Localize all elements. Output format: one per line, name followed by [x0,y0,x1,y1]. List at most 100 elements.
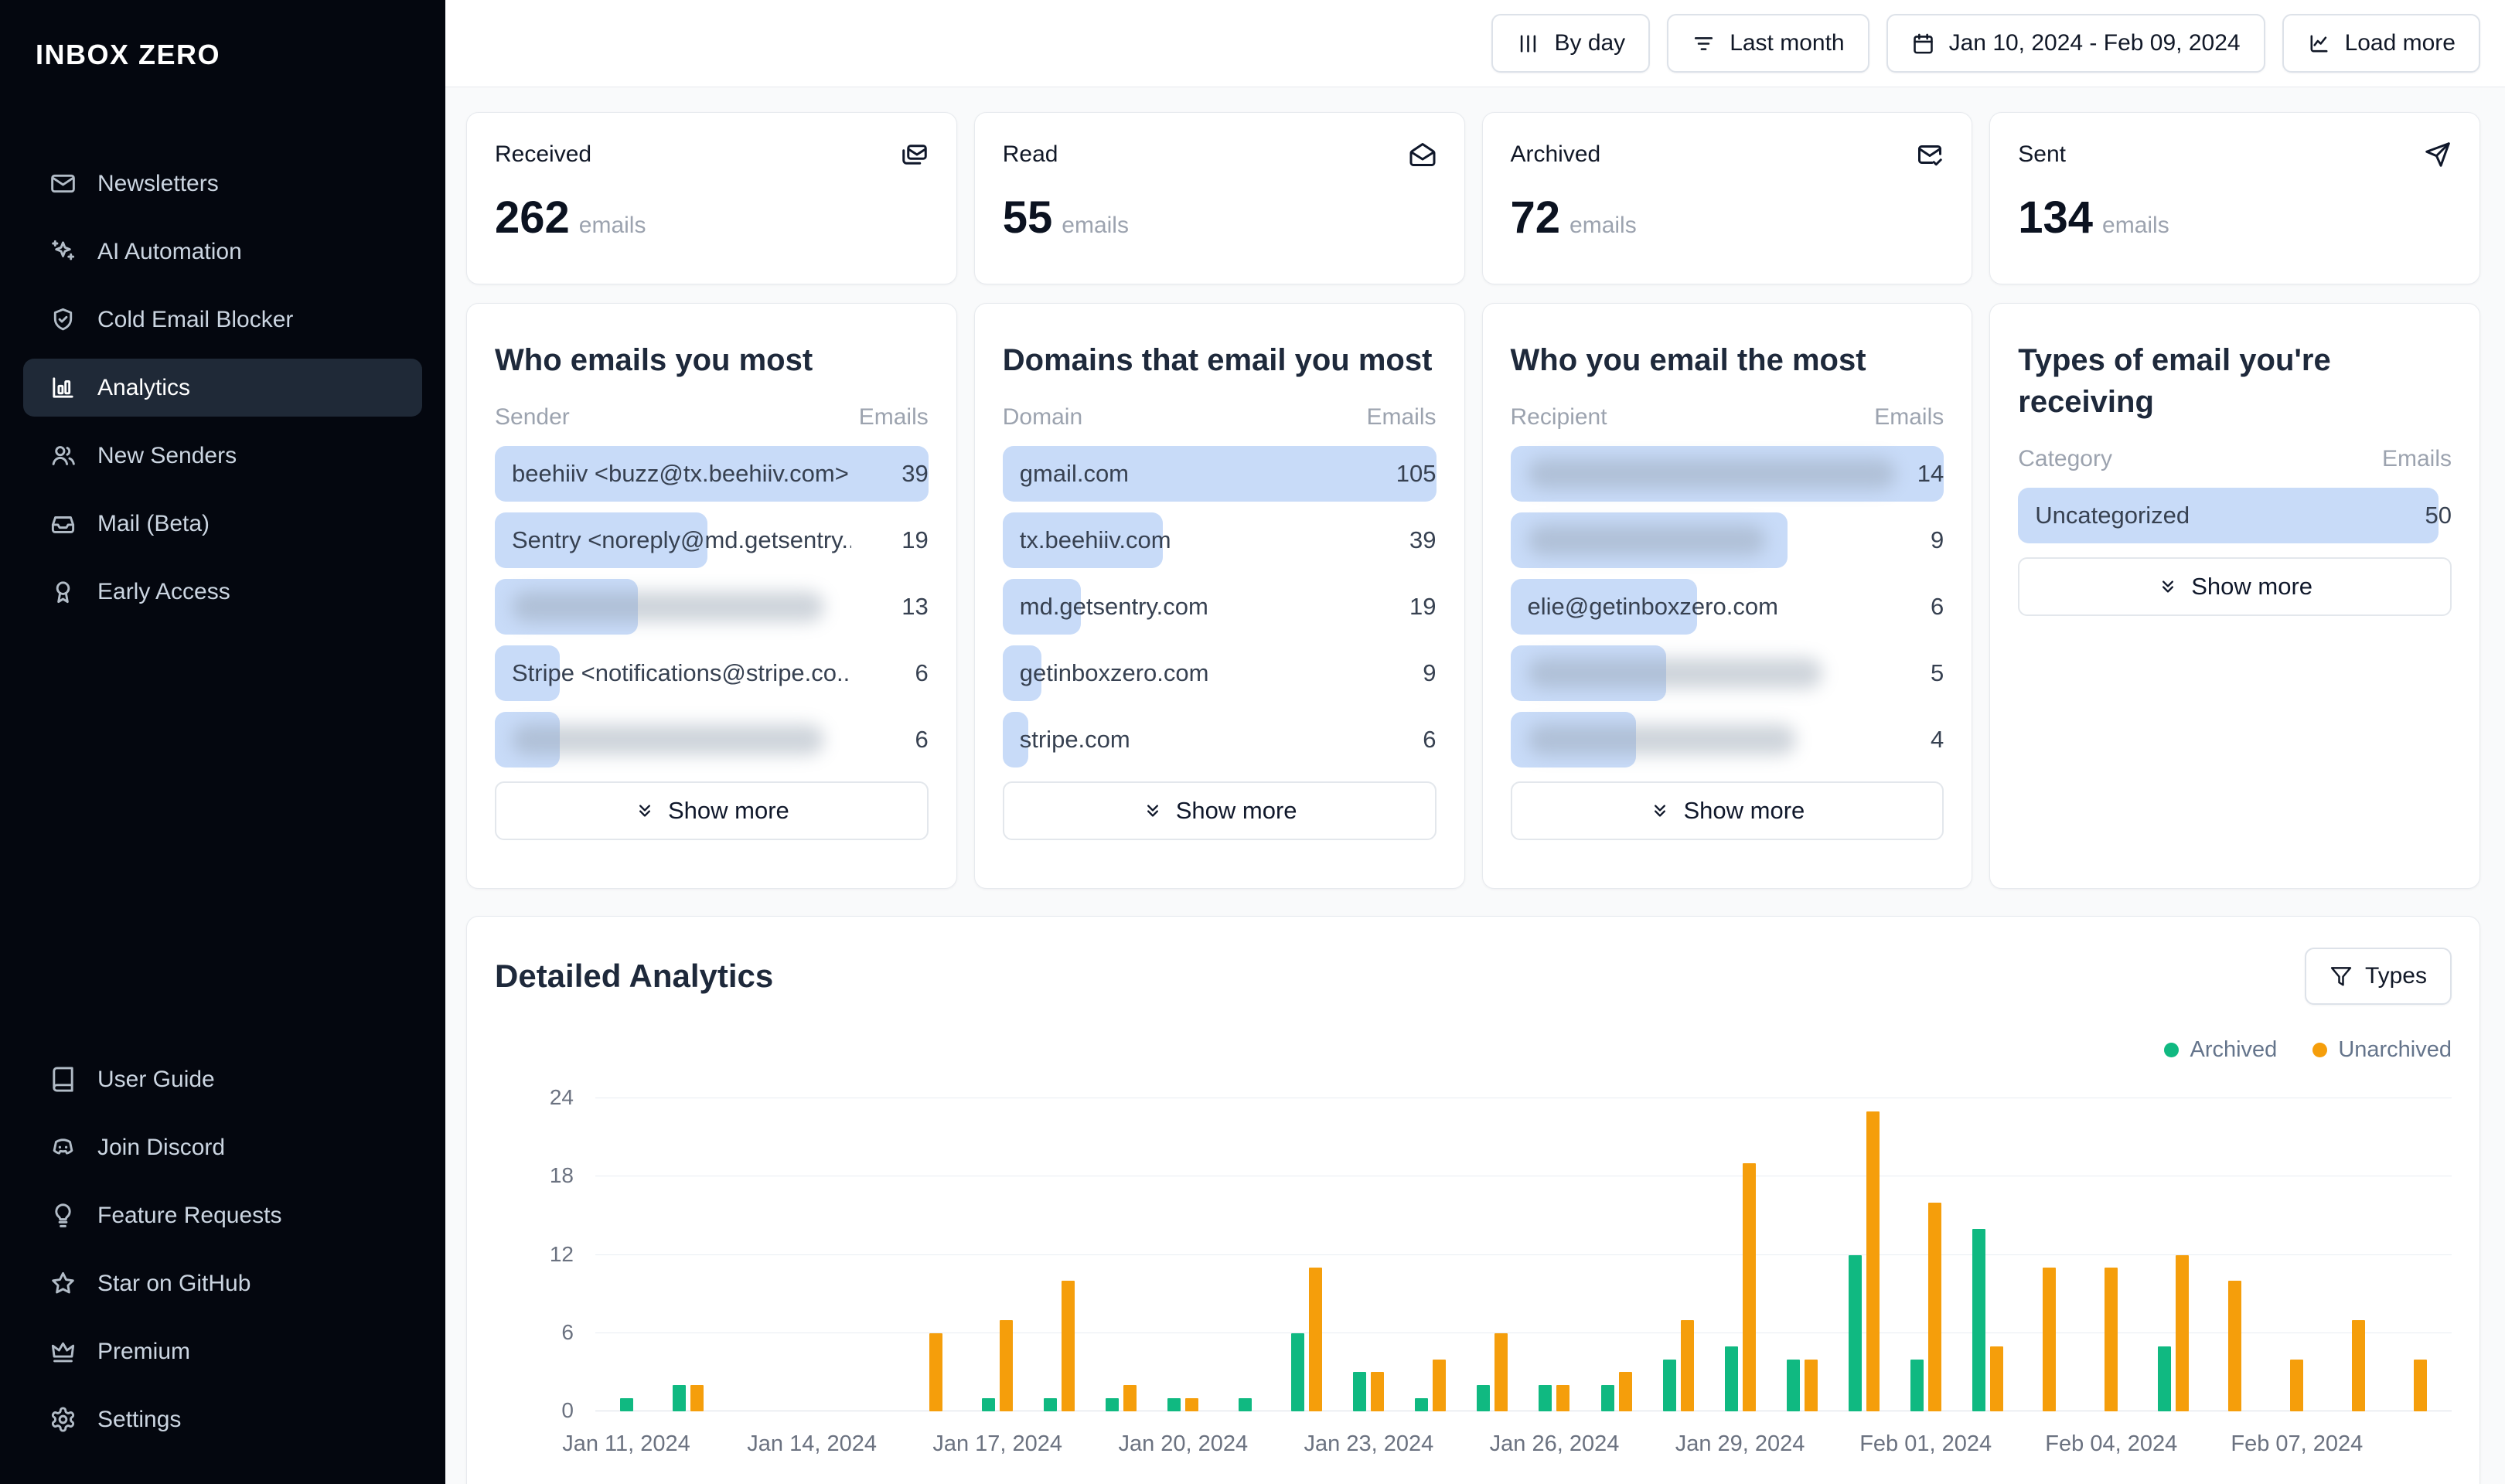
unarchived-bar [1618,1372,1632,1411]
stat-unit: emails [1062,213,1129,238]
list-row: 13 [495,579,929,635]
value-bar [1510,579,1697,635]
list-row: elie@getinboxzero.com 6 [1510,579,1944,635]
stat-label: Archived [1510,141,1601,167]
archived-bar [1415,1398,1429,1411]
sidebar-item-new-senders[interactable]: New Senders [23,427,422,485]
unarchived-bar [1123,1385,1137,1411]
column-header-left: Recipient [1510,404,1607,430]
x-tick-label: Jan 17, 2024 [932,1431,1063,1456]
show-more-button[interactable]: Show more [495,781,929,840]
sidebar: INBOX ZERO Newsletters AI Automation Col… [0,0,445,1484]
sidebar-item-user-guide[interactable]: User Guide [23,1050,422,1108]
mail-check-icon [1916,141,1944,168]
stat-value: 55 [1002,192,1053,243]
sidebar-item-cold-email-blocker[interactable]: Cold Email Blocker [23,291,422,349]
chevrons-down-icon [1142,800,1164,822]
x-tick: Jan 17, 2024 [932,1431,1062,1459]
row-value: 39 [901,460,929,487]
archived-bar [1600,1385,1614,1411]
stat-card-received: Received 262 emails [466,112,957,284]
bar-group [2019,1098,2081,1411]
shield-check-icon [49,306,77,333]
sidebar-nav: Newsletters AI Automation Cold Email Blo… [23,155,422,621]
column-header-left: Sender [495,404,570,430]
list-row: Uncategorized 50 [2018,488,2452,543]
archived-bar [1353,1372,1367,1411]
archived-bar [1539,1385,1552,1411]
topbar: By day Last month Jan 10, 2024 - Feb 09,… [445,0,2505,87]
by-day-button[interactable]: By day [1491,14,1651,73]
list-filter-icon [1692,32,1716,56]
inbox-icon [49,510,77,537]
unarchived-bar [1804,1359,1818,1411]
x-tick [2390,1431,2452,1459]
archived-bar [1972,1228,1985,1411]
list-title: Domains that email you most [1002,343,1433,377]
sidebar-item-ai-automation[interactable]: AI Automation [23,223,422,281]
x-tick-label: Feb 01, 2024 [1859,1431,1992,1456]
bar-group [1461,1098,1523,1411]
show-more-button[interactable]: Show more [1002,781,1437,840]
unarchived-bar [1866,1111,1880,1411]
row-label: Uncategorized [2035,502,2190,529]
unarchived-bar [1371,1372,1385,1411]
book-icon [49,1066,77,1093]
discord-icon [49,1134,77,1161]
sidebar-item-analytics[interactable]: Analytics [23,359,422,417]
list-card: Who you email the most Recipient Emails … [1481,303,1973,889]
sidebar-footer-nav: User Guide Join Discord Feature Requests… [23,1050,422,1448]
x-tick: Feb 01, 2024 [1859,1431,1992,1459]
sidebar-item-premium[interactable]: Premium [23,1322,422,1380]
types-button[interactable]: Types [2304,948,2452,1005]
list-row: beehiiv <buzz@tx.beehiiv.com> 39 [495,446,929,502]
value-bar [495,712,561,768]
last-month-button[interactable]: Last month [1667,14,1869,73]
sidebar-item-mail-beta[interactable]: Mail (Beta) [23,495,422,553]
bar-group [2142,1098,2204,1411]
bar-group [2328,1098,2390,1411]
archived-bar [1786,1359,1800,1411]
bar-group [1771,1098,1833,1411]
x-tick [2142,1431,2204,1459]
stat-value: 134 [2018,192,2094,243]
list-rows: 14 9 elie@getinboxzero.com 6 5 4 [1510,446,1944,768]
unarchived-bar [1989,1346,2003,1411]
show-more-button[interactable]: Show more [2018,557,2452,616]
chart-y-axis: 0 6 12 18 24 [495,1085,595,1422]
unarchived-bar [2043,1268,2057,1411]
value-bar [2018,488,2439,543]
list-row: gmail.com 105 [1002,446,1437,502]
stat-value: 72 [1510,192,1561,243]
sidebar-item-early-access[interactable]: Early Access [23,563,422,621]
show-more-button[interactable]: Show more [1510,781,1944,840]
date-range-button[interactable]: Jan 10, 2024 - Feb 09, 2024 [1886,14,2265,73]
x-tick-label: Jan 29, 2024 [1675,1431,1805,1456]
value-bar [1002,712,1029,768]
row-label: Stripe <notifications@stripe.co... [512,659,851,686]
bar-group [1895,1098,1957,1411]
chevrons-down-icon [634,800,656,822]
x-tick [1214,1431,1276,1459]
x-tick: Feb 07, 2024 [2231,1431,2363,1459]
stat-label: Read [1002,141,1058,167]
x-tick [2328,1431,2390,1459]
settings-icon [49,1406,77,1433]
topbar-buttons: By day Last month Jan 10, 2024 - Feb 09,… [1491,14,2480,73]
sidebar-item-feature-requests[interactable]: Feature Requests [23,1186,422,1244]
bar-group [1214,1098,1276,1411]
sidebar-item-join-discord[interactable]: Join Discord [23,1118,422,1176]
sidebar-item-newsletters[interactable]: Newsletters [23,155,422,213]
stat-card-read: Read 55 emails [973,112,1465,284]
row-label: Sentry <noreply@md.getsentry.... [512,526,851,553]
load-more-button[interactable]: Load more [2282,14,2480,73]
sidebar-item-star-on-github[interactable]: Star on GitHub [23,1254,422,1312]
list-title: Who you email the most [1510,343,1866,377]
sidebar-item-settings[interactable]: Settings [23,1390,422,1448]
value-bar [495,579,639,635]
unarchived-bar [2228,1281,2242,1411]
row-value: 19 [1409,593,1437,620]
x-tick: Jan 20, 2024 [1118,1431,1248,1459]
value-bar [1002,446,1437,502]
stats-row: Received 262 emails Read 55 emails Archi… [466,112,2480,284]
